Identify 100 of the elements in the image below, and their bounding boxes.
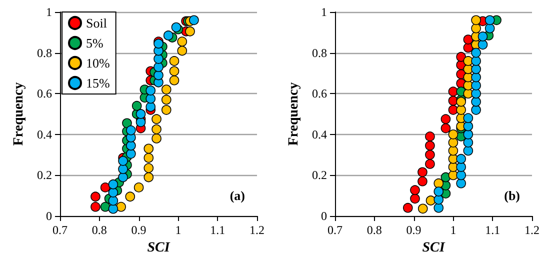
point [484,15,495,26]
point [152,124,162,134]
point [116,202,126,212]
x-tick-label: 1.2 [250,223,264,237]
point [100,182,110,192]
point [161,105,172,115]
point [144,172,154,182]
point [108,179,118,190]
point [132,100,142,111]
point [144,152,154,163]
point [410,194,420,204]
y-tick-label: 1 [321,5,327,19]
point [448,130,458,140]
point [426,196,436,206]
point [425,159,435,169]
point [118,164,128,174]
point [456,178,466,188]
y-tick-label: 0.8 [312,46,327,60]
point [463,138,474,148]
point [463,130,474,140]
point [403,202,413,213]
y-tick-label: 0.6 [312,86,327,101]
point [161,84,172,94]
point [471,80,481,90]
x-tick-label: 1.1 [485,223,500,237]
point [478,32,488,42]
legend-label: 10% [86,56,110,70]
point [471,64,481,74]
point [448,146,458,156]
point [471,15,481,26]
x-tick-label: 0.8 [92,223,107,237]
point [478,40,488,50]
annotation: (b) [504,188,520,203]
point [126,148,136,159]
point [154,54,164,64]
point [90,202,100,212]
point [108,196,118,206]
point [177,46,188,56]
point [463,113,474,123]
x-tick-label: 0.8 [366,223,382,237]
point [425,132,435,142]
y-tick-label: 0.4 [312,127,327,142]
point [463,34,474,44]
x-tick-label: 1 [450,223,456,237]
y-tick-label: 0.2 [312,168,327,182]
point [146,94,156,104]
y-tick-label: 0 [46,209,52,223]
point [418,204,428,214]
point [440,114,451,124]
point [108,204,118,214]
y-tick-label: 0.6 [37,86,52,101]
point [163,30,174,40]
point [434,194,444,205]
annotation: (a) [230,188,246,203]
point [161,94,172,105]
x-axis-title: SCI [422,240,446,256]
x-tick-label: 1.1 [210,223,226,237]
point [154,70,164,80]
point [463,146,474,156]
x-tick-label: 1.2 [524,223,540,237]
point [425,150,435,160]
point [118,156,128,166]
point [456,162,466,172]
point [484,23,495,34]
y-axis-title: Frequency [286,82,302,146]
point [463,121,474,132]
x-tick-label: 1 [175,223,182,237]
y-axis-title: Frequency [12,82,26,146]
point [471,96,481,107]
point [471,56,481,66]
point [126,125,136,136]
point [90,192,100,202]
point [448,86,458,96]
x-tick-label: 0.7 [328,223,342,237]
point [169,56,180,66]
point [146,86,156,96]
point [471,48,481,58]
point [118,172,128,182]
point [126,140,136,151]
point [418,167,428,178]
point [152,114,162,124]
point [471,88,481,98]
point [152,134,162,144]
point [134,182,144,192]
point [146,102,156,112]
point [456,154,466,164]
x-tick-label: 0.7 [52,223,68,237]
point [125,192,136,202]
point [136,117,146,128]
y-tick-label: 0.2 [37,168,52,182]
legend-label: Soil [86,16,108,30]
point [463,56,474,66]
y-tick-label: 0.4 [37,127,52,142]
x-axis-title: SCI [147,240,170,256]
point [418,176,428,186]
point [189,15,199,26]
point [136,109,146,119]
point [122,118,132,128]
point [456,170,466,180]
point [185,26,195,36]
